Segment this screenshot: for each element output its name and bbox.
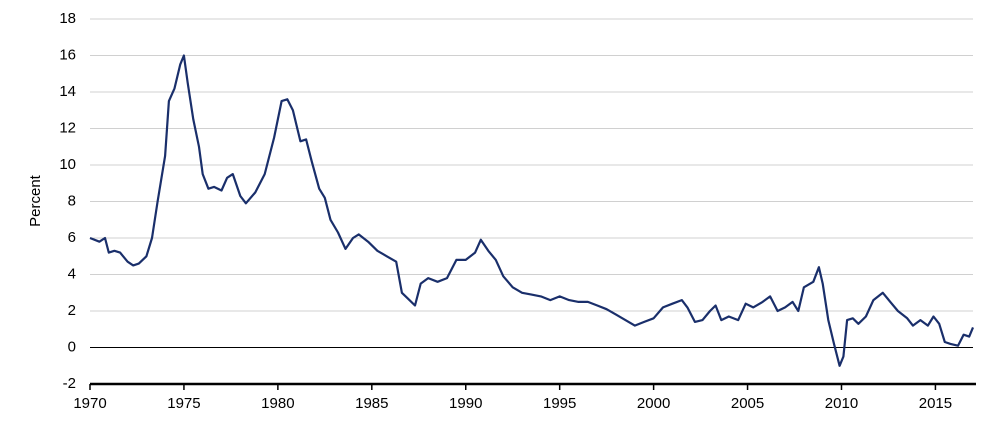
y-tick-label: 10 [59, 156, 76, 173]
y-axis-label: Percent [27, 174, 44, 227]
x-tick-label: 1985 [355, 395, 388, 412]
y-tick-label: 6 [68, 229, 76, 246]
y-tick-label: 2 [68, 302, 76, 319]
y-tick-label: 12 [59, 119, 76, 136]
x-tick-label: 1970 [73, 395, 106, 412]
y-tick-label: 18 [59, 10, 76, 27]
x-tick-label: 1990 [449, 395, 482, 412]
x-tick-label: 1975 [167, 395, 200, 412]
y-tick-label: 4 [68, 265, 76, 282]
y-tick-label: 8 [68, 192, 76, 209]
y-tick-label: 16 [59, 46, 76, 63]
x-tick-label: 1980 [261, 395, 294, 412]
line [89, 54, 975, 367]
x-tick-label: 2015 [919, 395, 952, 412]
x-tick-label: 2010 [825, 395, 858, 412]
x-tick-label: 2005 [731, 395, 764, 412]
y-tick-label: 0 [68, 338, 76, 355]
y-tick-label: 14 [59, 83, 76, 100]
y-tick-label: -2 [63, 375, 76, 392]
x-tick-label: 2000 [637, 395, 670, 412]
x-tick-label: 1995 [543, 395, 576, 412]
